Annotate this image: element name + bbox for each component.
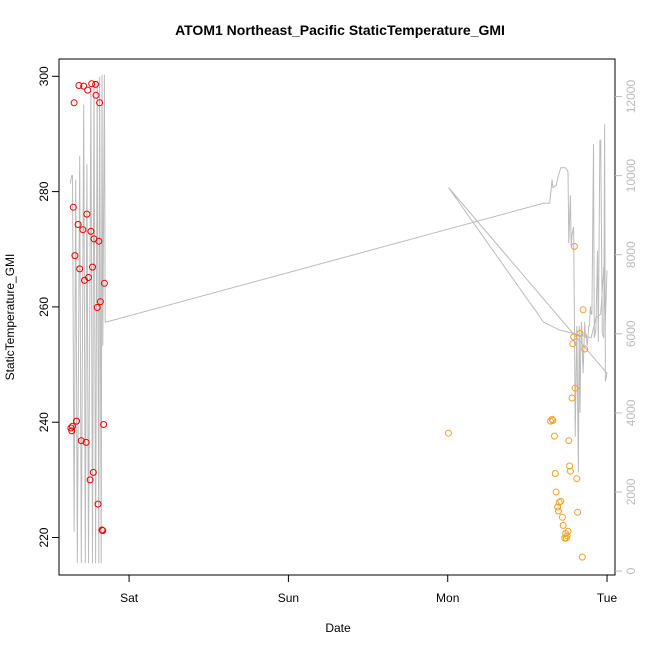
data-point xyxy=(563,532,571,540)
data-point xyxy=(552,488,560,496)
y-tick-label: 300 xyxy=(37,66,51,86)
data-point xyxy=(558,513,566,521)
data-point xyxy=(100,421,108,428)
data-point xyxy=(85,274,92,281)
data-point xyxy=(564,527,572,535)
data-point xyxy=(548,415,556,423)
y2-tick-label: 10000 xyxy=(624,159,638,193)
data-point xyxy=(94,500,102,508)
data-point xyxy=(576,329,584,337)
data-point xyxy=(96,298,104,306)
data-point xyxy=(557,497,565,505)
data-point xyxy=(95,237,103,245)
data-point xyxy=(565,437,573,445)
data-point xyxy=(555,498,563,506)
data-point xyxy=(75,82,83,89)
data-point xyxy=(573,475,581,483)
data-point xyxy=(89,468,97,476)
y-axis: 220 240 260 280 300 xyxy=(37,66,59,548)
data-point xyxy=(88,80,96,88)
data-point xyxy=(98,526,106,534)
y2-tick-label: 8000 xyxy=(624,241,638,268)
data-point xyxy=(86,476,94,484)
chart-title: ATOM1 Northeast_Pacific StaticTemperatur… xyxy=(175,22,505,38)
data-point xyxy=(445,429,452,437)
data-point xyxy=(69,203,77,211)
data-point xyxy=(82,438,90,446)
y-tick-label: 220 xyxy=(37,527,51,547)
data-point xyxy=(79,226,87,234)
x-tick-label: Sun xyxy=(278,591,299,605)
data-point xyxy=(74,221,82,228)
data-point xyxy=(73,417,80,425)
altitude-line xyxy=(69,74,608,564)
data-point xyxy=(566,467,574,475)
x-tick-label: Mon xyxy=(436,591,459,605)
data-point xyxy=(568,394,576,402)
altitude-line-group xyxy=(69,74,608,564)
data-point xyxy=(578,553,586,561)
data-point xyxy=(571,384,579,392)
data-point xyxy=(99,527,107,535)
data-point xyxy=(570,333,578,341)
data-point xyxy=(551,432,558,440)
data-point xyxy=(92,91,100,99)
data-point xyxy=(70,99,78,107)
data-point xyxy=(569,340,577,348)
y-tick-label: 280 xyxy=(37,181,51,201)
x-axis-label: Date xyxy=(325,621,351,635)
data-point xyxy=(83,210,91,218)
data-point xyxy=(68,427,76,435)
data-point xyxy=(80,82,88,90)
data-point xyxy=(554,503,562,511)
y2-tick-label: 4000 xyxy=(624,399,638,426)
data-point xyxy=(579,306,587,314)
data-point xyxy=(69,422,76,430)
y-tick-label: 240 xyxy=(37,412,51,432)
data-point xyxy=(574,508,582,516)
y-axis-label: StaticTemperature_GMI xyxy=(3,254,17,381)
points-group xyxy=(67,80,589,561)
data-point xyxy=(87,227,95,235)
data-point xyxy=(551,470,559,477)
data-point xyxy=(549,417,557,424)
data-point xyxy=(100,279,108,287)
data-point xyxy=(570,242,578,250)
data-point xyxy=(92,80,100,88)
data-point xyxy=(559,521,567,529)
y2-tick-label: 6000 xyxy=(624,320,638,347)
data-point xyxy=(96,99,104,107)
data-point xyxy=(77,437,85,445)
y2-tick-label: 2000 xyxy=(624,478,638,505)
y-tick-label: 260 xyxy=(37,297,51,317)
x-tick-label: Tue xyxy=(597,591,618,605)
data-point xyxy=(566,462,574,470)
y2-tick-label: 0 xyxy=(624,567,638,574)
y2-tick-label: 12000 xyxy=(624,80,638,114)
data-point xyxy=(89,263,96,271)
y2-axis: 0 2000 4000 6000 8000 10000 12000 xyxy=(615,80,638,574)
data-point xyxy=(71,252,79,260)
plot-frame xyxy=(58,58,616,576)
data-point xyxy=(93,304,101,311)
x-axis: Sat Sun Mon Tue xyxy=(120,575,617,605)
data-point xyxy=(67,424,75,432)
data-point xyxy=(84,86,92,94)
data-point xyxy=(581,345,589,353)
data-point xyxy=(76,265,84,273)
data-point xyxy=(554,507,562,515)
x-tick-label: Sat xyxy=(120,591,139,605)
